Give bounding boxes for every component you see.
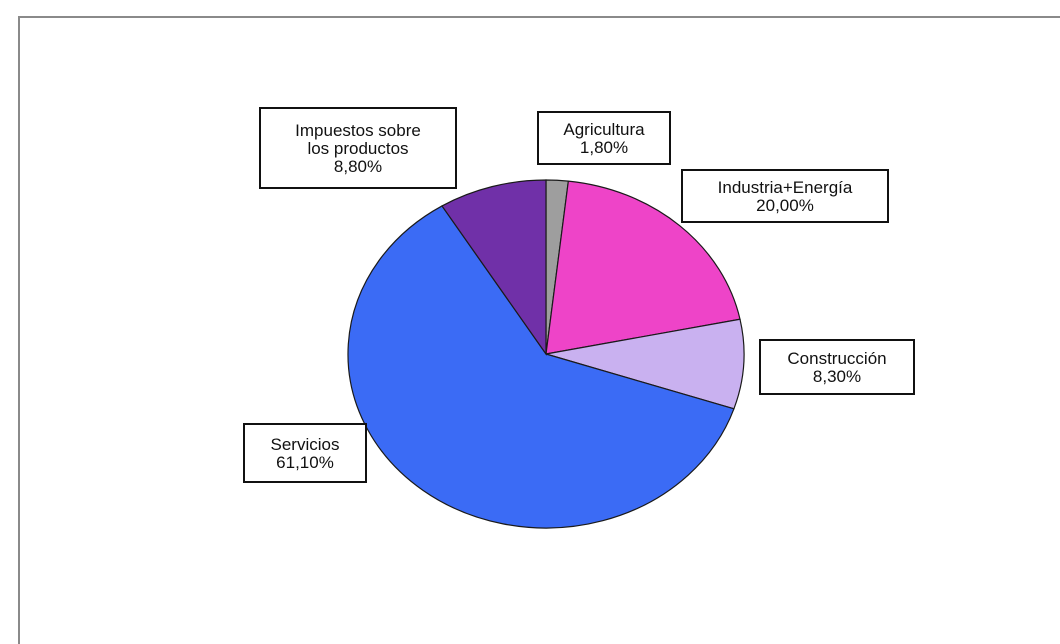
- pie-slice-impuestos-sobre-los-productos: [441, 179, 547, 356]
- slice-value-label: 61,10%: [276, 453, 334, 472]
- slice-value-label: 20,00%: [756, 196, 814, 215]
- slice-category-label: Construcción: [787, 349, 886, 368]
- pie-slice-construcci-n: [545, 318, 745, 410]
- pie-slice-servicios: [347, 205, 735, 529]
- label-box: [537, 111, 671, 165]
- slice-value-label: 1,80%: [580, 138, 628, 157]
- slice-value-label: 8,80%: [334, 157, 382, 176]
- label-box: [759, 339, 915, 395]
- label-box: [259, 107, 457, 189]
- label-box: [681, 169, 889, 223]
- slice-value-label: 8,30%: [813, 367, 861, 386]
- slice-labels: Agricultura1,80%Industria+Energía20,00%C…: [243, 107, 915, 483]
- pie-slice-industria-energ-a: [545, 180, 741, 355]
- slice-category-label: Servicios: [271, 435, 340, 454]
- slice-category-label: los productos: [307, 139, 408, 158]
- slice-category-label: Impuestos sobre: [295, 121, 421, 140]
- label-box: [243, 423, 367, 483]
- slice-category-label: Industria+Energía: [718, 178, 853, 197]
- slice-category-label: Agricultura: [563, 120, 645, 139]
- pie-slices: [347, 179, 745, 529]
